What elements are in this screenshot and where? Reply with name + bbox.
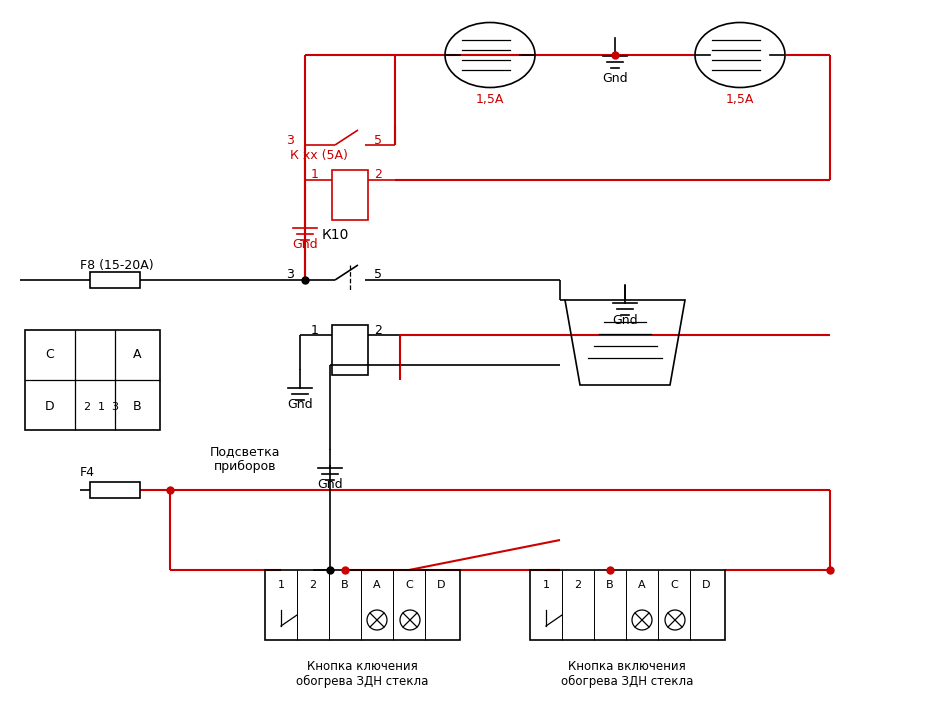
- Text: Gnd: Gnd: [317, 479, 343, 491]
- Text: 1,5А: 1,5А: [475, 93, 504, 107]
- Text: 2: 2: [310, 580, 316, 590]
- Text: 3: 3: [112, 402, 118, 412]
- Text: Gnd: Gnd: [287, 398, 313, 412]
- Bar: [90, 482, 140, 498]
- Bar: [332, 170, 368, 220]
- Text: F4: F4: [80, 465, 95, 479]
- Text: 1: 1: [311, 169, 319, 181]
- Text: C: C: [45, 349, 54, 361]
- Text: B: B: [133, 400, 141, 414]
- Bar: [25, 330, 160, 430]
- Text: 1: 1: [98, 402, 104, 412]
- Bar: [332, 325, 368, 375]
- Text: 2: 2: [575, 580, 581, 590]
- Text: 3: 3: [286, 133, 294, 147]
- Text: 2: 2: [374, 169, 382, 181]
- Text: A: A: [373, 580, 381, 590]
- Text: Подсветка
приборов: Подсветка приборов: [209, 445, 280, 473]
- Text: 5: 5: [374, 133, 382, 147]
- Text: F8 (15-20A): F8 (15-20A): [80, 258, 153, 272]
- Text: Кнопка ключения
обогрева ЗДН стекла: Кнопка ключения обогрева ЗДН стекла: [295, 660, 428, 688]
- Text: C: C: [405, 580, 413, 590]
- Bar: [265, 570, 460, 640]
- Text: 5: 5: [374, 268, 382, 282]
- Text: 3: 3: [286, 268, 294, 282]
- Bar: [90, 272, 140, 288]
- Text: D: D: [45, 400, 55, 414]
- Text: D: D: [437, 580, 445, 590]
- Text: 2: 2: [374, 323, 382, 337]
- Text: К хх (5А): К хх (5А): [290, 148, 348, 162]
- Text: 1: 1: [311, 323, 319, 337]
- Text: B: B: [341, 580, 348, 590]
- Bar: [530, 570, 725, 640]
- Text: 1: 1: [543, 580, 549, 590]
- Text: 2: 2: [83, 402, 91, 412]
- Text: B: B: [606, 580, 614, 590]
- Text: Кнопка включения
обогрева ЗДН стекла: Кнопка включения обогрева ЗДН стекла: [561, 660, 693, 688]
- Text: A: A: [638, 580, 646, 590]
- Text: A: A: [133, 349, 141, 361]
- Text: Gnd: Gnd: [293, 239, 318, 251]
- Text: 1,5А: 1,5А: [725, 93, 754, 107]
- Text: C: C: [670, 580, 678, 590]
- Text: К10: К10: [321, 228, 348, 242]
- Text: Gnd: Gnd: [612, 313, 638, 326]
- Text: Gnd: Gnd: [602, 71, 628, 85]
- Text: D: D: [702, 580, 710, 590]
- Text: 1: 1: [277, 580, 284, 590]
